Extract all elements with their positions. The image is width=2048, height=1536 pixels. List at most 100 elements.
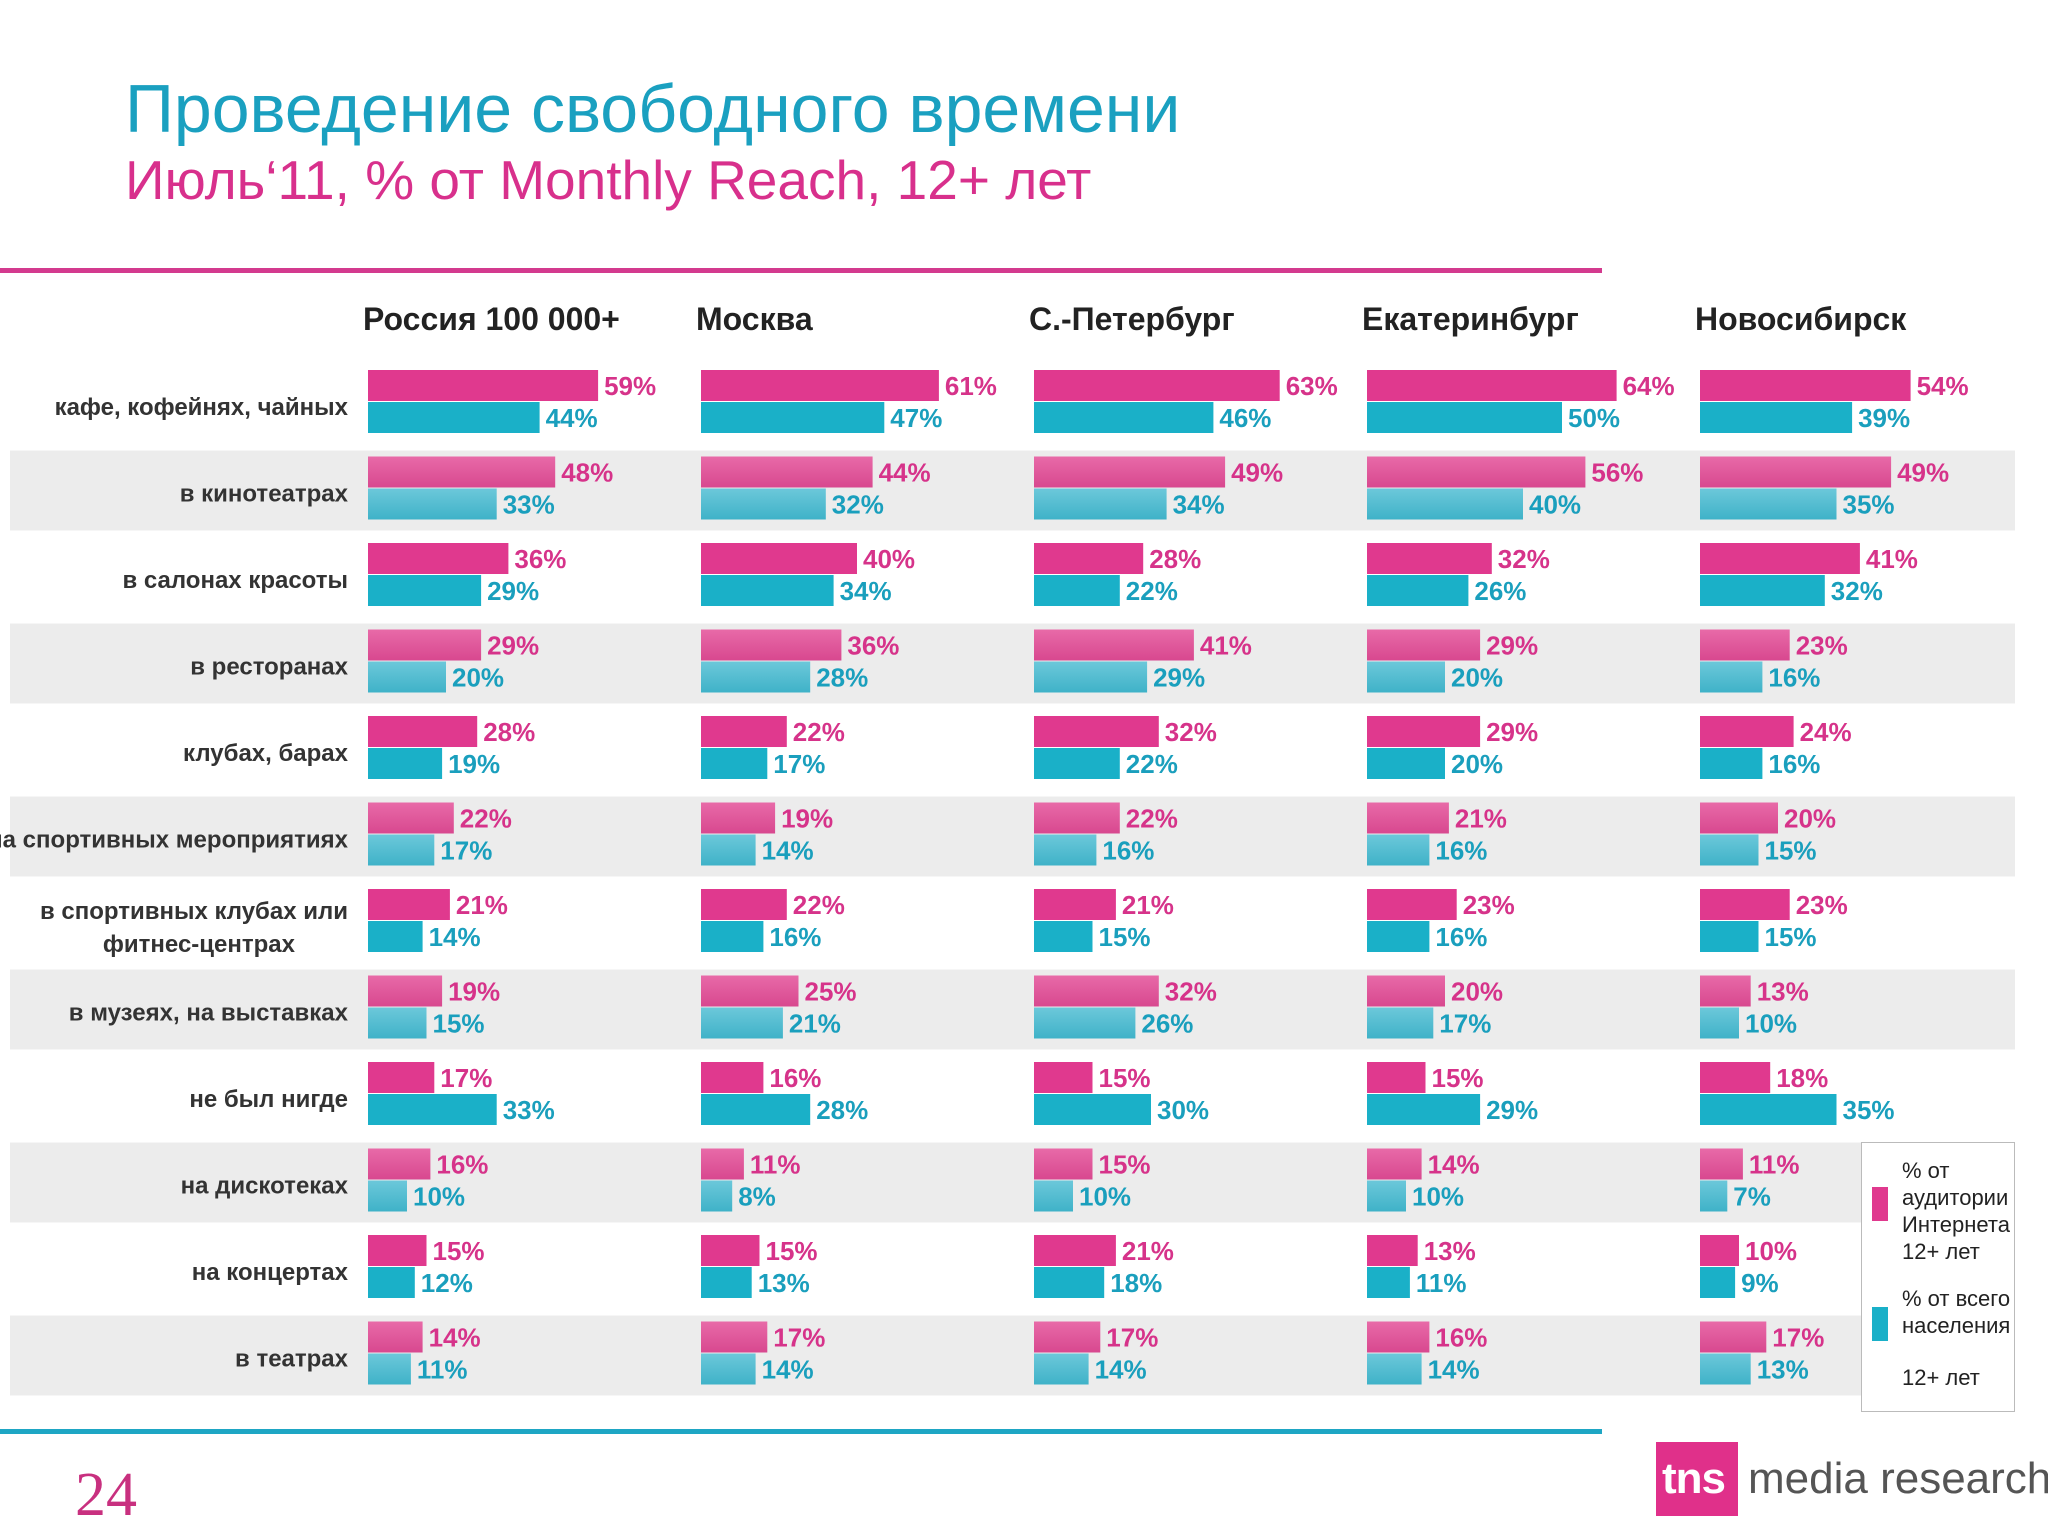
data-label-population: 16% bbox=[1435, 836, 1487, 866]
data-label-population: 16% bbox=[1768, 749, 1820, 779]
data-label-internet: 16% bbox=[1435, 1323, 1487, 1353]
data-label-internet: 15% bbox=[1099, 1063, 1151, 1093]
bar-population bbox=[1034, 1267, 1105, 1298]
category-label: на концертах bbox=[192, 1259, 349, 1286]
bar-population bbox=[1700, 1180, 1728, 1212]
bar-population bbox=[1034, 1180, 1073, 1212]
data-label-internet: 17% bbox=[1772, 1323, 1824, 1353]
bar-internet bbox=[1034, 975, 1159, 1007]
data-label-population: 14% bbox=[762, 836, 814, 866]
data-label-internet: 36% bbox=[514, 544, 566, 574]
bar-internet bbox=[701, 1235, 760, 1266]
data-label-population: 29% bbox=[1486, 1095, 1538, 1125]
bar-internet bbox=[701, 370, 939, 401]
bar-population bbox=[1700, 1353, 1751, 1385]
category-label: на спортивных мероприятиях bbox=[0, 827, 349, 854]
bar-internet bbox=[701, 543, 857, 574]
bar-population bbox=[701, 402, 885, 433]
category-label: кафе, кофейнях, чайных bbox=[55, 394, 349, 421]
data-label-population: 22% bbox=[1126, 576, 1178, 606]
data-label-population: 16% bbox=[1102, 836, 1154, 866]
bar-population bbox=[1367, 1180, 1406, 1212]
bar-population bbox=[368, 921, 423, 952]
data-label-population: 21% bbox=[789, 1009, 841, 1039]
category-label: на дискотеках bbox=[181, 1173, 349, 1200]
bar-internet bbox=[1367, 802, 1449, 834]
data-label-internet: 14% bbox=[1428, 1150, 1480, 1180]
bar-internet bbox=[1367, 1321, 1430, 1353]
data-label-population: 13% bbox=[758, 1268, 810, 1298]
category-label: в салонах красоты bbox=[122, 567, 348, 594]
bar-population bbox=[701, 834, 756, 866]
bar-population bbox=[1700, 1007, 1739, 1039]
data-label-internet: 23% bbox=[1463, 890, 1515, 920]
bar-internet bbox=[1367, 716, 1481, 747]
bar-internet bbox=[1034, 370, 1280, 401]
bar-internet bbox=[701, 1321, 768, 1353]
legend-label-population: % от всего населения bbox=[1902, 1286, 2011, 1338]
data-label-population: 47% bbox=[890, 403, 942, 433]
data-label-internet: 22% bbox=[1126, 804, 1178, 834]
data-label-internet: 29% bbox=[487, 631, 539, 661]
data-label-population: 14% bbox=[429, 922, 481, 952]
bar-internet bbox=[1367, 456, 1586, 488]
data-label-population: 34% bbox=[840, 576, 892, 606]
data-label-internet: 21% bbox=[1122, 1236, 1174, 1266]
data-label-internet: 44% bbox=[879, 458, 931, 488]
legend-label-population-suffix: 12+ лет bbox=[1902, 1365, 1980, 1390]
data-label-internet: 41% bbox=[1200, 631, 1252, 661]
legend-label-internet: % от аудитории Интернета 12+ лет bbox=[1902, 1158, 2010, 1264]
data-label-internet: 22% bbox=[460, 804, 512, 834]
data-label-population: 35% bbox=[1843, 490, 1895, 520]
bar-population bbox=[1034, 921, 1093, 952]
data-label-internet: 17% bbox=[773, 1323, 825, 1353]
data-label-internet: 29% bbox=[1486, 717, 1538, 747]
bar-population bbox=[701, 921, 764, 952]
bar-internet bbox=[1700, 1062, 1771, 1093]
data-label-population: 26% bbox=[1474, 576, 1526, 606]
category-label: в ресторанах bbox=[190, 654, 348, 681]
bar-internet bbox=[368, 1235, 427, 1266]
data-label-population: 17% bbox=[773, 749, 825, 779]
bar-internet bbox=[1034, 1062, 1093, 1093]
category-label: в театрах bbox=[235, 1346, 349, 1373]
data-label-internet: 21% bbox=[1455, 804, 1507, 834]
panel-header: Москва bbox=[696, 301, 813, 337]
bar-population bbox=[1367, 1007, 1434, 1039]
data-label-internet: 15% bbox=[766, 1236, 818, 1266]
panel-header: Екатеринбург bbox=[1362, 301, 1579, 337]
data-label-population: 39% bbox=[1858, 403, 1910, 433]
bar-population bbox=[1367, 1353, 1422, 1385]
bar-internet bbox=[1367, 889, 1457, 920]
bar-internet bbox=[1034, 889, 1116, 920]
data-label-population: 7% bbox=[1733, 1182, 1771, 1212]
data-label-internet: 41% bbox=[1866, 544, 1918, 574]
bar-population bbox=[1034, 575, 1120, 606]
bar-internet bbox=[368, 975, 443, 1007]
bar-internet bbox=[1367, 1062, 1426, 1093]
bar-population bbox=[1034, 1094, 1151, 1125]
bar-population bbox=[368, 1353, 411, 1385]
bar-internet bbox=[368, 889, 450, 920]
data-label-internet: 10% bbox=[1745, 1236, 1797, 1266]
data-label-internet: 15% bbox=[1099, 1150, 1151, 1180]
data-label-internet: 22% bbox=[793, 717, 845, 747]
bar-population bbox=[701, 1267, 752, 1298]
data-label-population: 35% bbox=[1843, 1095, 1895, 1125]
bar-population bbox=[1367, 748, 1445, 779]
bar-population bbox=[701, 1353, 756, 1385]
category-label: фитнес-центрах bbox=[103, 931, 296, 958]
data-label-population: 22% bbox=[1126, 749, 1178, 779]
bar-internet bbox=[1700, 1148, 1743, 1180]
data-label-internet: 32% bbox=[1165, 717, 1217, 747]
bar-internet bbox=[368, 456, 556, 488]
bar-internet bbox=[701, 802, 776, 834]
bar-internet bbox=[701, 975, 799, 1007]
bar-population bbox=[368, 1180, 407, 1212]
data-label-internet: 28% bbox=[1149, 544, 1201, 574]
bar-internet bbox=[1034, 456, 1226, 488]
tns-logo-text: media research bbox=[1748, 1454, 2048, 1503]
bar-population bbox=[1034, 661, 1148, 693]
bar-internet bbox=[368, 1321, 423, 1353]
bar-population bbox=[1700, 921, 1759, 952]
